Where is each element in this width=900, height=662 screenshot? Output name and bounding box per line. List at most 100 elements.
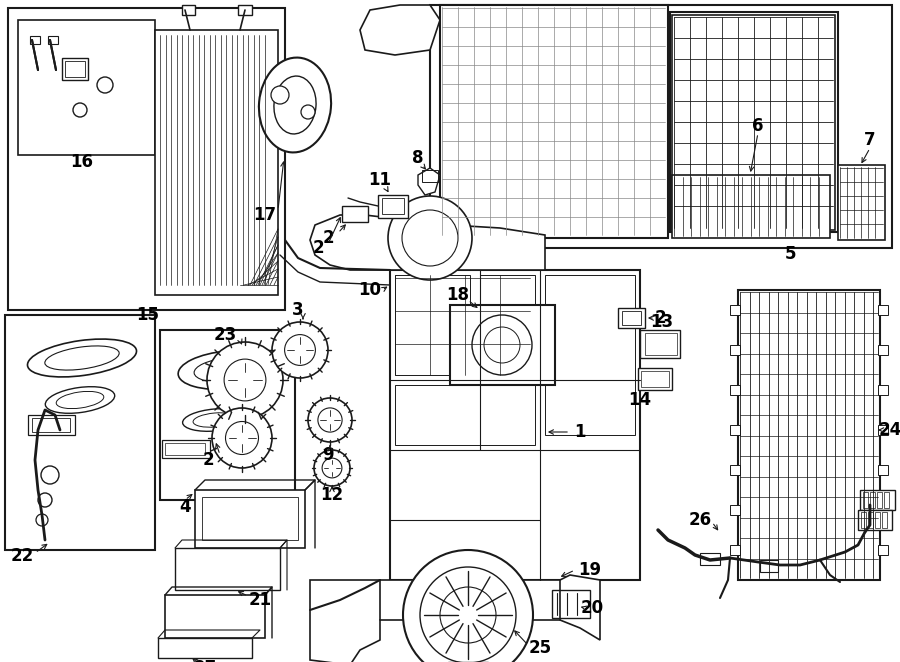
Bar [863, 492, 868, 508]
Bar [730, 425, 740, 435]
Bar [545, 275, 635, 435]
Bar [8, 8, 285, 310]
Circle shape [207, 342, 283, 418]
Text: 20: 20 [580, 599, 604, 617]
Circle shape [420, 567, 516, 662]
Bar [48, 36, 58, 44]
Bar [875, 512, 880, 528]
Bar [238, 5, 252, 15]
Bar [160, 330, 295, 500]
Bar [730, 465, 740, 475]
Circle shape [224, 359, 266, 401]
Bar [730, 545, 740, 555]
Bar [858, 510, 892, 530]
Text: 17: 17 [254, 206, 276, 224]
Bar [162, 440, 210, 458]
Text: 9: 9 [322, 446, 334, 464]
Bar [28, 415, 75, 435]
Text: 19: 19 [579, 561, 601, 579]
Text: 13: 13 [651, 313, 673, 331]
Bar [760, 560, 778, 572]
Bar [32, 418, 70, 432]
Circle shape [38, 493, 52, 507]
Polygon shape [310, 215, 545, 270]
Bar [670, 12, 838, 232]
Ellipse shape [274, 76, 316, 134]
Text: 7: 7 [864, 131, 876, 149]
Polygon shape [360, 5, 440, 55]
Bar [552, 590, 590, 618]
Ellipse shape [194, 413, 237, 427]
Text: 6: 6 [752, 117, 764, 135]
Text: 27: 27 [194, 659, 217, 662]
Text: 12: 12 [320, 486, 344, 504]
Bar [672, 15, 835, 230]
Circle shape [440, 587, 496, 643]
Bar [480, 275, 535, 375]
Ellipse shape [28, 339, 137, 377]
Bar [165, 443, 205, 455]
Bar [878, 305, 888, 315]
Polygon shape [310, 575, 600, 662]
Circle shape [73, 103, 87, 117]
Polygon shape [418, 168, 440, 195]
Text: 23: 23 [213, 326, 237, 344]
Text: 11: 11 [368, 171, 392, 189]
Text: 2: 2 [312, 239, 324, 257]
Bar [62, 58, 88, 80]
Circle shape [226, 422, 258, 455]
Circle shape [388, 196, 472, 280]
Text: 2: 2 [654, 309, 666, 327]
Bar [645, 333, 677, 355]
Text: 8: 8 [412, 149, 424, 167]
Circle shape [308, 398, 352, 442]
Bar [878, 505, 888, 515]
Text: 3: 3 [292, 301, 304, 319]
Bar [882, 512, 887, 528]
Bar [618, 308, 645, 328]
Bar [5, 315, 155, 550]
Bar [440, 5, 668, 238]
Ellipse shape [178, 351, 278, 389]
Text: 16: 16 [70, 153, 94, 171]
Circle shape [314, 450, 350, 486]
Bar [195, 490, 305, 548]
Bar [700, 553, 720, 565]
Bar [730, 505, 740, 515]
Circle shape [484, 327, 520, 363]
Bar [440, 5, 668, 238]
Circle shape [472, 315, 532, 375]
Circle shape [97, 77, 113, 93]
Bar [738, 290, 880, 580]
Bar [30, 36, 40, 44]
Bar [860, 490, 895, 510]
Bar [884, 492, 889, 508]
Bar [730, 345, 740, 355]
Bar [18, 20, 155, 155]
Bar [155, 30, 278, 295]
Bar [878, 465, 888, 475]
Circle shape [322, 458, 342, 478]
Text: 2: 2 [322, 229, 334, 247]
Circle shape [403, 550, 533, 662]
Text: 24: 24 [878, 421, 900, 439]
Bar [395, 385, 535, 445]
Bar [877, 492, 882, 508]
Bar [430, 5, 892, 248]
Bar [870, 492, 875, 508]
Bar [638, 368, 672, 390]
Text: 14: 14 [628, 391, 652, 409]
Bar [672, 175, 830, 238]
Bar [382, 198, 404, 214]
Bar [390, 270, 640, 580]
Circle shape [271, 86, 289, 104]
Bar [175, 548, 280, 590]
Bar [422, 170, 438, 182]
Text: 15: 15 [137, 306, 159, 324]
Ellipse shape [56, 391, 104, 408]
Bar [838, 165, 885, 240]
Bar [878, 425, 888, 435]
Bar [868, 512, 873, 528]
Text: 10: 10 [358, 281, 382, 299]
Bar [378, 195, 408, 218]
